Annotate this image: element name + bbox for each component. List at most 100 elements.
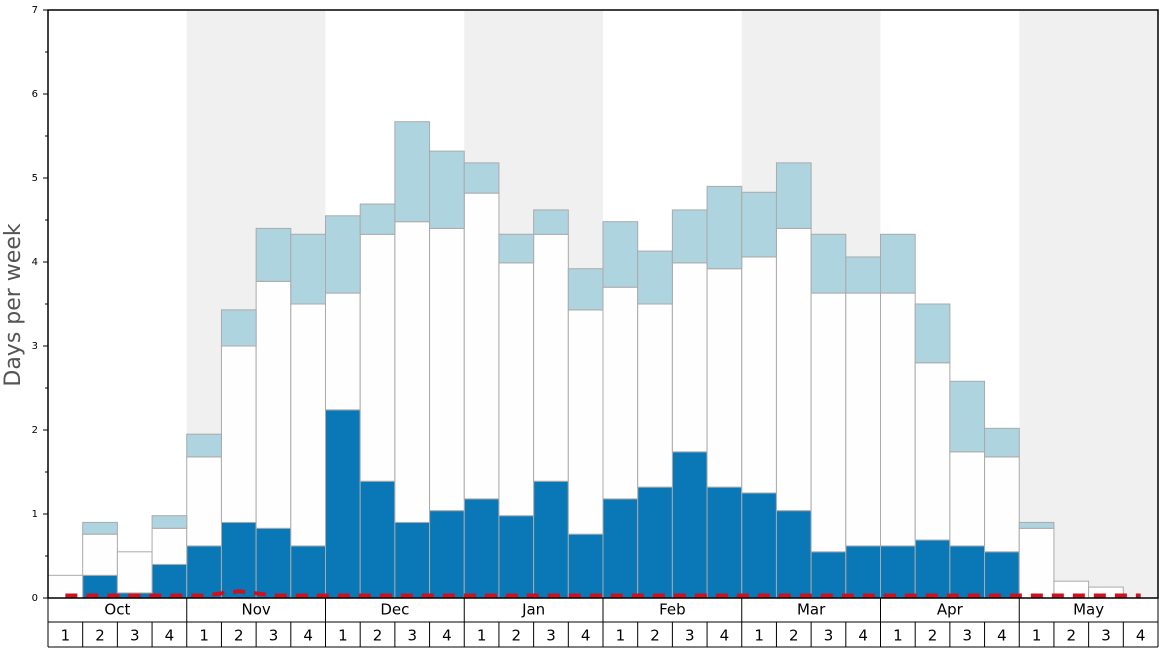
bar-segment — [1018, 521, 1055, 529]
x-tick-label: 3 — [824, 627, 834, 645]
bar-segment — [186, 433, 222, 458]
bar-segment — [220, 521, 257, 599]
bar-segment — [880, 292, 916, 547]
month-label: May — [1073, 601, 1104, 619]
y-tick-label: 1 — [32, 509, 38, 520]
bar-segment — [671, 262, 708, 453]
bar-segment — [429, 150, 465, 229]
x-tick-label: 4 — [720, 627, 730, 645]
x-tick-label: 2 — [95, 627, 105, 645]
x-tick-label: 2 — [928, 627, 938, 645]
bar-segment — [810, 233, 847, 294]
bar-segment — [880, 233, 916, 294]
bar-segment — [255, 527, 292, 599]
y-axis-title: Days per week — [1, 223, 26, 386]
bar-segment — [325, 215, 361, 294]
bar-segment — [602, 286, 639, 500]
x-tick-label: 4 — [1136, 627, 1146, 645]
bar-segment — [914, 539, 951, 599]
bar-segment — [325, 409, 361, 599]
x-tick-label: 4 — [581, 627, 591, 645]
bar-segment — [567, 268, 604, 311]
bar-segment — [637, 303, 673, 488]
x-tick-label: 1 — [61, 627, 71, 645]
x-tick-label: 2 — [1067, 627, 1077, 645]
month-label: Jan — [521, 601, 545, 619]
bar-segment — [498, 515, 535, 599]
bar-segment — [671, 451, 708, 599]
x-tick-label: 3 — [407, 627, 417, 645]
bar-segment — [775, 227, 812, 512]
bar-segment — [255, 280, 292, 529]
x-tick-label: 1 — [477, 627, 487, 645]
bar-segment — [984, 551, 1020, 599]
bar-segment — [810, 551, 847, 599]
x-tick-label: 1 — [616, 627, 626, 645]
bar-segment — [914, 303, 951, 364]
bar-segment — [741, 191, 777, 258]
x-tick-label: 2 — [650, 627, 660, 645]
bar-segment — [255, 227, 292, 282]
bar-segment — [671, 209, 708, 264]
bar-segment — [463, 498, 500, 599]
bar-segment — [741, 256, 777, 494]
bar-segment — [394, 221, 431, 523]
y-tick-label: 5 — [32, 173, 38, 184]
x-tick-label: 4 — [997, 627, 1007, 645]
bar-segment — [914, 362, 951, 541]
bar-segment — [949, 380, 986, 453]
x-tick-label: 3 — [269, 627, 279, 645]
x-tick-label: 2 — [373, 627, 383, 645]
bar-segment — [810, 292, 847, 553]
month-label: Feb — [659, 601, 686, 619]
bar-segment — [1018, 527, 1055, 599]
bar-segment — [220, 345, 257, 523]
bar-segment — [359, 203, 396, 235]
bar-segment — [949, 545, 986, 599]
x-tick-label: 2 — [512, 627, 522, 645]
x-tick-label: 3 — [1101, 627, 1111, 645]
bar-segment — [359, 233, 396, 482]
month-label: Apr — [937, 601, 964, 619]
y-tick-label: 6 — [32, 89, 38, 100]
x-tick-label: 2 — [789, 627, 799, 645]
bar-segment — [82, 521, 118, 535]
bar-segment — [325, 292, 361, 411]
bar-segment — [533, 233, 569, 482]
month-label: Mar — [797, 601, 826, 619]
month-shade — [1019, 10, 1158, 598]
month-label: Dec — [380, 601, 409, 619]
bar-segment — [463, 162, 500, 194]
bar-segment — [463, 192, 500, 500]
bar-segment — [498, 233, 535, 264]
x-tick-label: 3 — [130, 627, 140, 645]
month-label: Nov — [241, 601, 270, 619]
y-tick-label: 7 — [32, 5, 38, 16]
month-label: Oct — [104, 601, 130, 619]
bar-segment — [984, 427, 1020, 458]
bar-segment — [151, 515, 188, 529]
x-tick-label: 4 — [165, 627, 175, 645]
bar-segment — [602, 221, 639, 288]
bar-segment — [429, 227, 465, 512]
bar-segment — [359, 480, 396, 599]
bar-segment — [394, 121, 431, 223]
bar-segment — [602, 498, 639, 599]
x-tick-label: 1 — [199, 627, 209, 645]
dashed-line — [65, 589, 1141, 598]
bar-segment — [567, 309, 604, 535]
y-tick-label: 2 — [32, 425, 38, 436]
bar-segment — [949, 451, 986, 547]
bar-segment — [429, 510, 465, 599]
bar-segment — [845, 292, 881, 547]
x-tick-label: 3 — [685, 627, 695, 645]
bar-segment — [290, 233, 326, 305]
x-tick-label: 4 — [442, 627, 452, 645]
bar-segment — [533, 480, 569, 599]
bar-segment — [290, 303, 326, 547]
bar-segment — [186, 456, 222, 547]
y-tick-label: 0 — [32, 593, 38, 604]
x-tick-label: 2 — [234, 627, 244, 645]
bar-segment — [151, 563, 188, 599]
